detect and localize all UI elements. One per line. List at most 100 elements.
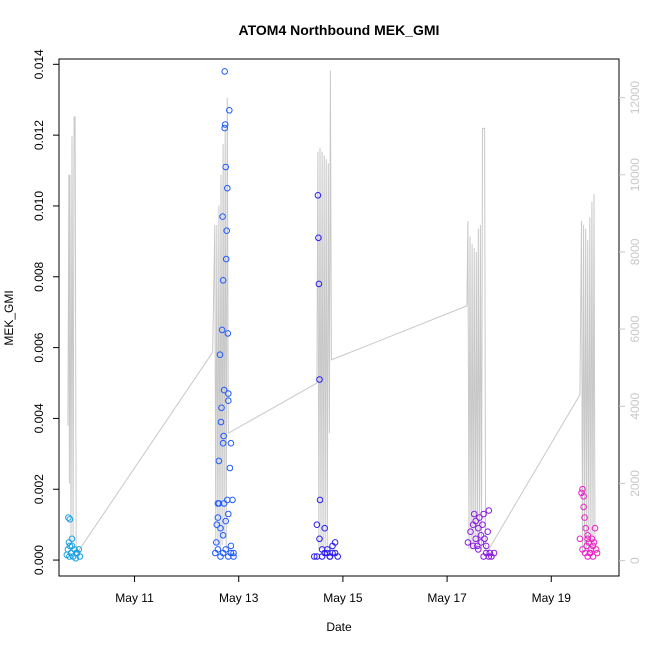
data-point bbox=[592, 546, 600, 553]
data-point bbox=[490, 549, 498, 557]
data-point bbox=[486, 549, 494, 557]
data-point bbox=[329, 549, 336, 557]
data-point bbox=[579, 546, 586, 553]
data-point bbox=[72, 549, 80, 557]
data-point bbox=[227, 439, 235, 447]
data-point bbox=[593, 549, 601, 557]
series-2 bbox=[212, 68, 237, 560]
series-4 bbox=[464, 507, 498, 560]
data-point bbox=[316, 496, 324, 504]
data-point bbox=[215, 457, 223, 465]
data-point bbox=[579, 485, 586, 493]
data-point bbox=[316, 535, 323, 543]
data-point bbox=[475, 524, 482, 532]
data-point bbox=[218, 326, 226, 334]
data-point bbox=[321, 524, 329, 532]
data-point bbox=[576, 535, 584, 543]
x-tick-label: May 15 bbox=[323, 591, 363, 605]
data-point bbox=[591, 524, 599, 532]
data-point bbox=[68, 535, 76, 543]
data-point bbox=[583, 542, 591, 550]
data-point bbox=[230, 549, 237, 557]
data-point bbox=[226, 107, 233, 114]
data-point bbox=[315, 280, 323, 288]
data-point bbox=[76, 553, 84, 560]
x-tick-label: May 13 bbox=[219, 591, 259, 605]
data-point bbox=[214, 546, 222, 553]
y-axis-label: MEK_GMI bbox=[2, 290, 16, 345]
y2-tick-label: 4000 bbox=[628, 393, 642, 420]
data-point bbox=[219, 439, 227, 447]
y2-tick-label: 12000 bbox=[628, 81, 642, 115]
x-axis: May 11 May 13 May 15 May 17 May 19 bbox=[115, 576, 571, 605]
data-point bbox=[470, 510, 478, 518]
data-point bbox=[476, 514, 483, 521]
series-5 bbox=[576, 485, 601, 560]
data-point bbox=[65, 514, 72, 521]
data-point bbox=[65, 539, 73, 546]
data-point bbox=[221, 121, 229, 128]
data-point bbox=[223, 227, 230, 234]
data-point bbox=[315, 234, 322, 242]
data-point bbox=[219, 213, 226, 220]
data-point bbox=[324, 546, 331, 553]
y2-tick-label: 6000 bbox=[628, 315, 642, 342]
y-tick-label: 0.008 bbox=[32, 261, 46, 291]
data-point bbox=[68, 542, 76, 550]
data-point bbox=[588, 535, 596, 543]
data-point bbox=[214, 514, 222, 521]
data-point bbox=[213, 539, 220, 546]
y2-tick-label: 0 bbox=[628, 557, 642, 564]
series-1 bbox=[63, 514, 84, 562]
secondary-line-layer bbox=[67, 70, 596, 555]
data-point bbox=[484, 528, 492, 536]
y2-tick-label: 8000 bbox=[628, 238, 642, 265]
data-point bbox=[584, 535, 592, 543]
y-tick-label: 0.006 bbox=[32, 332, 46, 362]
data-point bbox=[219, 532, 227, 539]
data-point bbox=[221, 68, 228, 75]
x-tick-label: May 11 bbox=[115, 591, 154, 605]
x-tick-label: May 19 bbox=[532, 591, 572, 605]
data-point bbox=[580, 493, 587, 500]
plot-frame bbox=[58, 58, 620, 577]
data-point bbox=[467, 528, 474, 536]
data-point bbox=[479, 521, 486, 529]
data-point bbox=[464, 539, 472, 546]
data-point bbox=[224, 496, 231, 504]
y-tick-label: 0.004 bbox=[32, 403, 46, 433]
secondary-line bbox=[67, 70, 596, 555]
data-point bbox=[477, 539, 485, 546]
data-point bbox=[218, 404, 225, 412]
data-point bbox=[589, 553, 597, 560]
data-point bbox=[472, 517, 480, 525]
y-tick-label: 0.002 bbox=[32, 474, 46, 504]
data-point bbox=[482, 542, 490, 550]
x-axis-label: Date bbox=[326, 620, 352, 634]
data-point bbox=[581, 514, 588, 521]
data-point bbox=[220, 386, 228, 394]
data-point bbox=[331, 549, 339, 557]
data-point bbox=[578, 489, 585, 497]
data-point bbox=[225, 510, 232, 518]
data-point bbox=[582, 524, 590, 532]
data-point bbox=[66, 553, 73, 560]
data-point bbox=[219, 277, 227, 284]
y2-axis: 0 2000 4000 6000 8000 10000 12000 bbox=[619, 81, 642, 564]
data-point bbox=[222, 546, 229, 553]
data-point bbox=[485, 507, 493, 514]
chart-title: ATOM4 Northbound MEK_GMI bbox=[239, 22, 440, 38]
data-point bbox=[220, 432, 227, 440]
data-point bbox=[311, 553, 318, 560]
data-point bbox=[227, 542, 235, 550]
y2-tick-label: 2000 bbox=[628, 470, 642, 497]
data-point bbox=[313, 521, 321, 529]
y-axis: 0.000 0.002 0.004 0.006 0.008 0.010 0.012 0.014 bbox=[32, 49, 59, 575]
y-tick-label: 0.010 bbox=[32, 191, 46, 221]
data-point bbox=[474, 542, 481, 550]
data-point bbox=[226, 464, 234, 472]
y-tick-label: 0.014 bbox=[32, 49, 46, 79]
data-point bbox=[222, 255, 230, 263]
data-point bbox=[222, 517, 229, 525]
